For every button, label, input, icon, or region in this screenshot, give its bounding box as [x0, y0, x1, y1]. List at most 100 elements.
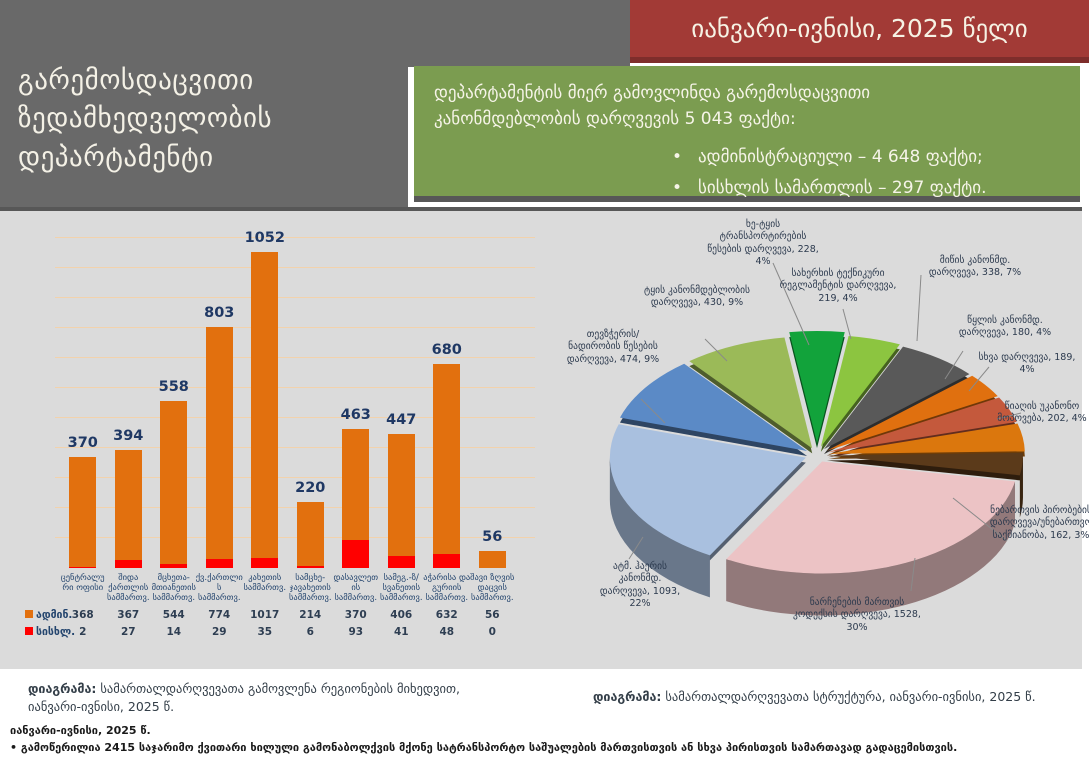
bar-category-label: შიდა ქართლის სამმართვ.	[106, 573, 150, 604]
pie-slice	[726, 461, 1016, 574]
bar-segment-criminal	[387, 555, 415, 568]
table-cell: 368	[71, 609, 94, 621]
gridline	[55, 297, 535, 298]
pie-slice	[689, 337, 813, 449]
page-title: გარემოსდაცვითი ზედამხედველობის დეპარტამე…	[18, 65, 273, 173]
bar-segment-admin	[114, 449, 142, 560]
leader-line	[916, 274, 922, 342]
summary-bullet-list: ადმინისტრაციული – 4 648 ფაქტი; სისხლის ს…	[672, 142, 1060, 205]
gridline	[55, 507, 535, 508]
bar-category-label: ქვ.ქართლის სამმართვ.	[195, 573, 243, 604]
leader-line	[910, 557, 916, 592]
bar-category-label: დასავლეთის სამმართვ.	[333, 573, 379, 604]
bar-segment-criminal	[114, 559, 142, 568]
footnote-period: იანვარი-ივნისი, 2025 წ.	[10, 724, 151, 737]
gridline	[55, 537, 535, 538]
gridline	[55, 327, 535, 328]
footnote-bullet: • გამოწერილია 2415 საჯარიმო ქვითარი ხილუ…	[10, 741, 958, 755]
summary-intro: დეპარტამენტის მიერ გამოვლინდა გარემოსდაც…	[434, 83, 871, 130]
leader-line	[968, 366, 990, 392]
bar-total-label: 680	[431, 342, 462, 358]
leader-line	[842, 308, 852, 340]
summary-box: დეპარტამენტის მიერ გამოვლინდა გარემოსდაც…	[414, 66, 1080, 202]
table-cell: 406	[390, 609, 413, 621]
pie-slice-label: ნებართვის პირობების დარღვევა/უნებართვო ს…	[989, 505, 1089, 541]
table-cell: 367	[117, 609, 140, 621]
period-banner-text: იანვარი-ივნისი, 2025 წელი	[691, 14, 1028, 43]
bar-total-label: 394	[113, 427, 144, 444]
table-cell: 6	[306, 626, 314, 638]
table-cell: 27	[120, 626, 136, 638]
bar-category-label: კახეთის სამმართვ.	[243, 573, 287, 594]
table-cell: 214	[299, 609, 322, 621]
table-cell: 544	[162, 609, 185, 621]
bar-segment-admin	[251, 252, 279, 558]
bar-total-label: 558	[158, 378, 189, 395]
summary-bullet-admin: ადმინისტრაციული – 4 648 ფაქტი;	[672, 142, 1060, 173]
bar-category-label: მცხეთა-მთიანეთის სამმართვ.	[151, 573, 196, 604]
leader-line	[944, 350, 964, 380]
pie-slice-label: სხვა დარღვევა, 189, 4%	[978, 352, 1076, 376]
bar-category-label: სამცხე-ჯავახეთის სამმართვ.	[288, 573, 332, 604]
pie-slice	[828, 423, 1025, 454]
gridline	[55, 447, 535, 448]
bar-segment-admin	[433, 364, 461, 554]
pie-slice	[828, 397, 1017, 453]
pie-slice-label: ატმ. ჰაერის კანონმდ. დარღვევა, 1093, 22%	[599, 561, 681, 610]
summary-bullet-criminal: სისხლის სამართლის – 297 ფაქტი.	[672, 173, 1060, 204]
pie-slice	[609, 424, 806, 556]
footnote: იანვარი-ივნისი, 2025 წ. • გამოწერილია 24…	[10, 722, 1080, 756]
table-cell: 41	[393, 626, 409, 638]
legend-item: ადმინ.	[25, 609, 72, 621]
gridline	[55, 357, 535, 358]
bar-segment-criminal	[342, 540, 370, 568]
gridline	[55, 267, 535, 268]
bar-segment-admin	[478, 551, 506, 568]
bar-chart-caption: დიაგრამა: სამართალდარღვევათა გამოვლენა რ…	[28, 680, 498, 716]
bar-segment-criminal	[296, 566, 324, 568]
leader-line	[952, 497, 1008, 542]
pie-slice-side	[609, 457, 710, 598]
charts-panel: 370 394 558 803 1052 220 463 447 680 56 ცენტრალურ…	[0, 211, 1089, 669]
pie-slice	[824, 346, 970, 450]
legend-swatch-icon	[25, 610, 33, 618]
pie-slice	[820, 336, 900, 447]
bar-segment-criminal	[205, 559, 233, 568]
table-cell: 370	[344, 609, 367, 621]
table-cell: 0	[488, 626, 496, 638]
table-cell: 93	[348, 626, 364, 638]
bar-segment-criminal	[433, 553, 461, 568]
table-cell: 48	[439, 626, 455, 638]
leader-line	[704, 338, 728, 362]
bar-segment-admin	[342, 429, 370, 541]
bar-segment-criminal	[160, 563, 188, 568]
table-cell: 1017	[250, 609, 280, 621]
table-cell: 2	[79, 626, 87, 638]
pie-svg	[609, 262, 1025, 616]
bar-total-label: 56	[482, 529, 503, 546]
bar-total-label: 803	[204, 305, 235, 322]
bar-segment-admin	[387, 433, 415, 556]
gridline	[55, 477, 535, 478]
bar-category-label: ცენტრალური ოფისი	[60, 573, 105, 594]
pie-slice-label: ნარჩენების მართვის კოდექსის დარღვევა, 15…	[793, 597, 921, 633]
bar-total-label: 1052	[244, 230, 285, 247]
pie-slice-label: მიწის კანონმდ. დარღვევა, 338, 7%	[928, 255, 1022, 279]
pie-slice-label: წიაღის უკანონო მოპოვება, 202, 4%	[997, 401, 1087, 425]
gridline	[55, 417, 535, 418]
bar-segment-criminal	[69, 567, 97, 568]
bar-segment-admin	[296, 502, 324, 567]
bar-category-label: აჭარისა და გურიის სამმართვ.	[423, 573, 471, 604]
pie-slice-label: წყლის კანონმდ. დარღვევა, 180, 4%	[958, 315, 1052, 339]
table-cell: 632	[435, 609, 458, 621]
legend-item: სისხლ.	[25, 626, 75, 638]
bar-caption-text: სამართალდარღვევათა გამოვლენა რეგიონების …	[28, 681, 460, 715]
header-divider	[0, 207, 1082, 211]
table-cell: 774	[208, 609, 231, 621]
pie-slice-side	[1019, 455, 1023, 518]
leader-line	[772, 262, 810, 346]
pie-slice-label: ხე-ტყის ტრანსპორტირების წესების დარღვევა…	[707, 219, 819, 268]
period-banner: იანვარი-ივნისი, 2025 წელი	[630, 0, 1089, 63]
table-cell: 14	[166, 626, 182, 638]
